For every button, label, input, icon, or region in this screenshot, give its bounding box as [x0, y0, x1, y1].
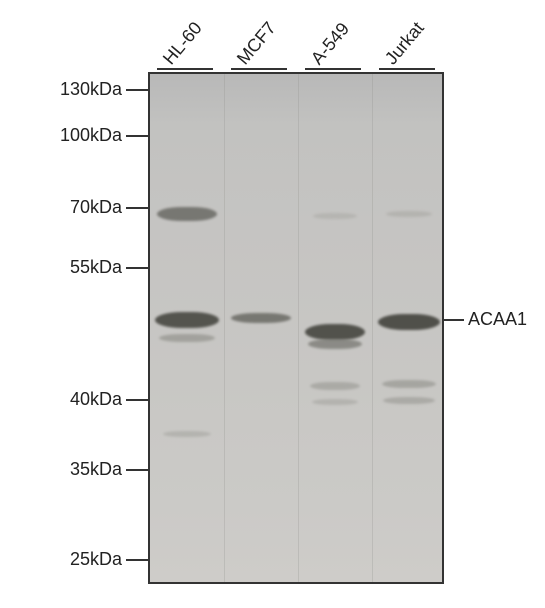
protein-band [157, 207, 217, 221]
protein-band [378, 314, 440, 330]
protein-band [308, 339, 362, 349]
mw-tick [126, 469, 148, 471]
mw-label: 40kDa [70, 389, 122, 410]
mw-label: 25kDa [70, 549, 122, 570]
protein-band [163, 431, 211, 437]
protein-band [383, 397, 435, 404]
lane-label: HL-60 [159, 18, 207, 69]
protein-band [312, 399, 358, 405]
protein-band [305, 324, 365, 340]
mw-label: 35kDa [70, 459, 122, 480]
lane-underline [305, 68, 361, 70]
mw-tick [126, 135, 148, 137]
mw-label: 100kDa [60, 125, 122, 146]
protein-band [231, 313, 291, 323]
protein-band [313, 213, 357, 219]
lane-divider [298, 74, 299, 582]
blot-membrane [148, 72, 444, 584]
protein-band [310, 382, 360, 390]
western-blot-figure: 130kDa 100kDa 70kDa 55kDa 40kDa 35kDa 25kDa HL… [0, 0, 545, 608]
mw-tick [126, 559, 148, 561]
mw-tick [126, 399, 148, 401]
lane-underline [231, 68, 287, 70]
mw-tick [126, 207, 148, 209]
protein-band [382, 380, 436, 388]
mw-label: 130kDa [60, 79, 122, 100]
lane-underline [157, 68, 213, 70]
target-label: ACAA1 [468, 309, 527, 330]
protein-band [155, 312, 219, 328]
lane-underline [379, 68, 435, 70]
lane-label: Jurkat [381, 18, 429, 69]
mw-label: 70kDa [70, 197, 122, 218]
target-tick [444, 319, 464, 321]
lane-label: A-549 [307, 19, 354, 69]
lane-label: MCF7 [233, 18, 281, 69]
lane-divider [224, 74, 225, 582]
mw-tick [126, 267, 148, 269]
lane-divider [372, 74, 373, 582]
mw-tick [126, 89, 148, 91]
protein-band [386, 211, 432, 217]
mw-label: 55kDa [70, 257, 122, 278]
protein-band [159, 334, 215, 342]
